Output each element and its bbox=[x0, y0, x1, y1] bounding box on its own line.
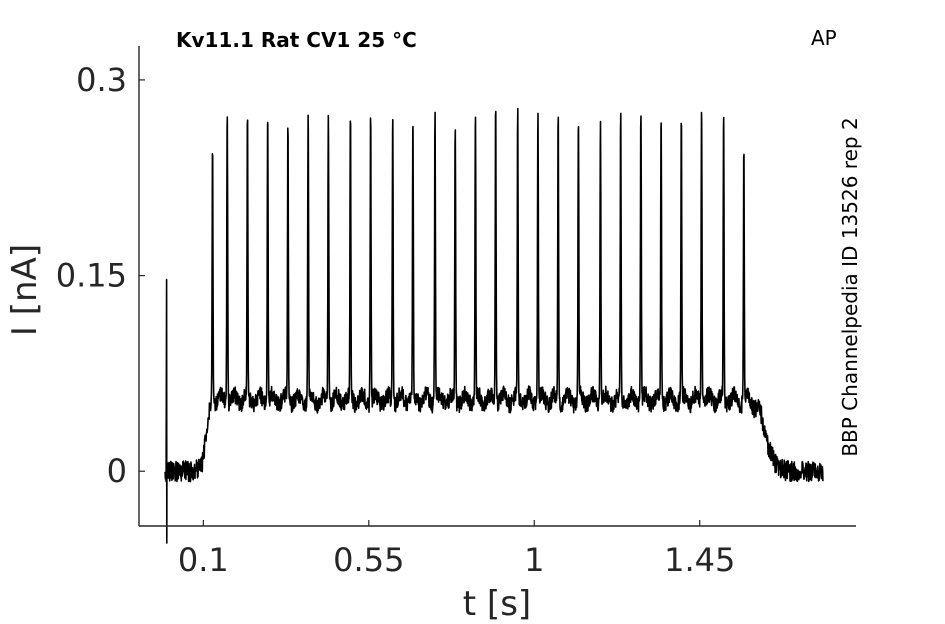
y-tick-label: 0.15 bbox=[56, 257, 127, 295]
x-tick-label: 0.55 bbox=[333, 541, 404, 579]
source-id-label: BBP Channelpedia ID 13526 rep 2 bbox=[838, 117, 862, 456]
plot-area bbox=[164, 107, 824, 544]
chart-title: Kv11.1 Rat CV1 25 °C bbox=[176, 28, 417, 52]
x-ticks: 0.1 0.55 1 1.45 bbox=[178, 520, 735, 579]
y-ticks: 0 0.15 0.3 bbox=[56, 61, 145, 490]
current-trace-line bbox=[164, 107, 824, 544]
protocol-label: AP bbox=[811, 26, 837, 50]
x-tick-label: 0.1 bbox=[178, 541, 229, 579]
y-axis-label: I [nA] bbox=[5, 244, 45, 336]
x-tick-label: 1 bbox=[524, 541, 544, 579]
y-tick-label: 0 bbox=[107, 452, 127, 490]
y-tick-label: 0.3 bbox=[76, 61, 127, 99]
x-tick-label: 1.45 bbox=[664, 541, 735, 579]
x-axis-label: t [s] bbox=[463, 584, 531, 624]
